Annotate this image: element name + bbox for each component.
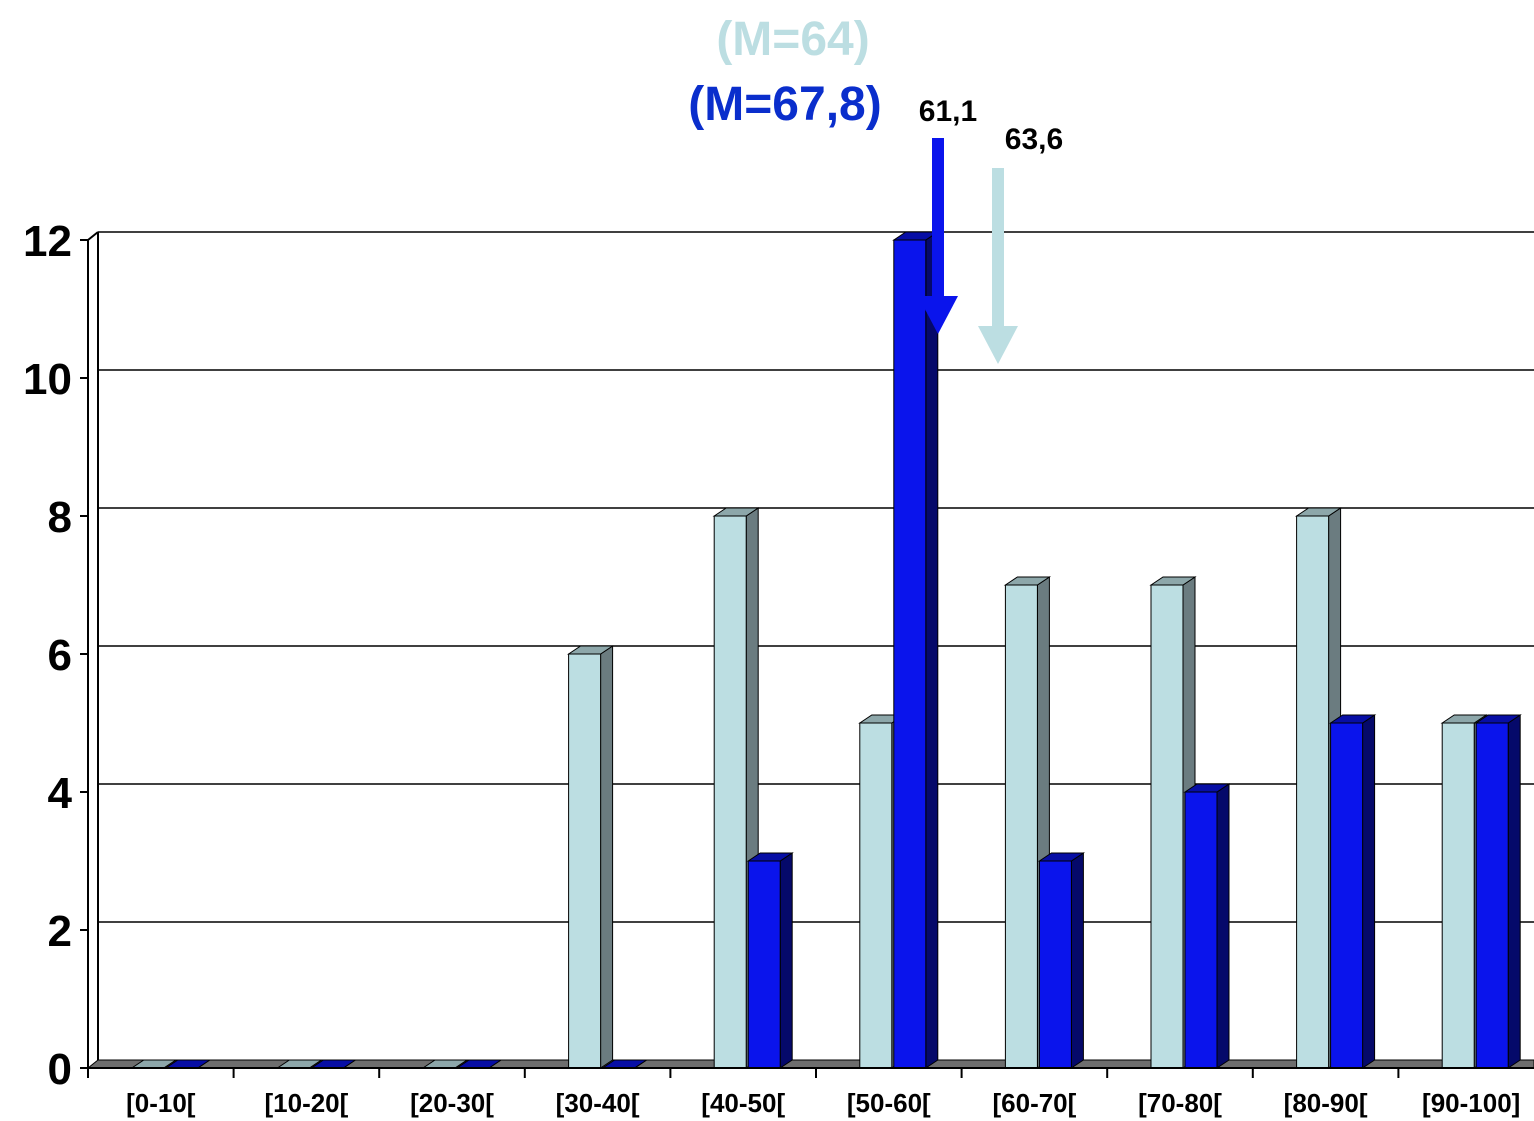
y-tick-label-6: 12 <box>23 217 72 266</box>
x-tick-label-2: [20-30[ <box>410 1088 494 1118</box>
bars <box>130 231 1522 1069</box>
x-tick-label-5: [50-60[ <box>847 1088 931 1118</box>
y-axis-ticks: 0 2 4 6 8 10 12 <box>23 217 88 1094</box>
x-tick-label-8: [80-90[ <box>1284 1088 1368 1118</box>
x-tick-label-0: [0-10[ <box>126 1088 196 1118</box>
y-tick-label-4: 8 <box>48 493 72 542</box>
x-tick-label-6: [60-70[ <box>992 1088 1076 1118</box>
arrow-label-light: 63,6 <box>1005 123 1063 156</box>
y-tick-label-3: 6 <box>48 631 72 680</box>
x-axis-ticks: [0-10[ [10-20[ [20-30[ [30-40[ [40-50[ [50-60… <box>87 1068 1520 1118</box>
y-tick-label-1: 2 <box>48 907 72 956</box>
arrow-label-dark: 61,1 <box>919 95 977 128</box>
x-tick-label-1: [10-20[ <box>264 1088 348 1118</box>
bar-s1-4 <box>746 852 794 1069</box>
light-arrow <box>978 168 1018 364</box>
gridlines <box>98 231 1534 923</box>
mean-label-dark: (M=67,8) <box>688 78 881 131</box>
bar-s0-3 <box>566 645 615 1069</box>
mean-label-light: (M=64) <box>716 13 869 66</box>
x-tick-label-9: [90-100] <box>1422 1088 1520 1118</box>
x-tick-label-7: [70-80[ <box>1138 1088 1222 1118</box>
bar-s1-5 <box>892 231 940 1069</box>
y-tick-label-0: 0 <box>48 1045 72 1094</box>
x-tick-label-4: [40-50[ <box>701 1088 785 1118</box>
bar-s1-7 <box>1183 783 1231 1069</box>
bar-s1-9 <box>1474 714 1522 1069</box>
y-tick-label-2: 4 <box>48 769 73 818</box>
bar-s0-4 <box>712 507 760 1069</box>
dark-arrow <box>918 138 958 334</box>
bar-s1-6 <box>1037 852 1086 1069</box>
plot-back-left-edge <box>87 231 99 241</box>
bar-s1-8 <box>1328 714 1377 1069</box>
x-tick-label-3: [30-40[ <box>556 1088 640 1118</box>
y-tick-label-5: 10 <box>23 355 72 404</box>
